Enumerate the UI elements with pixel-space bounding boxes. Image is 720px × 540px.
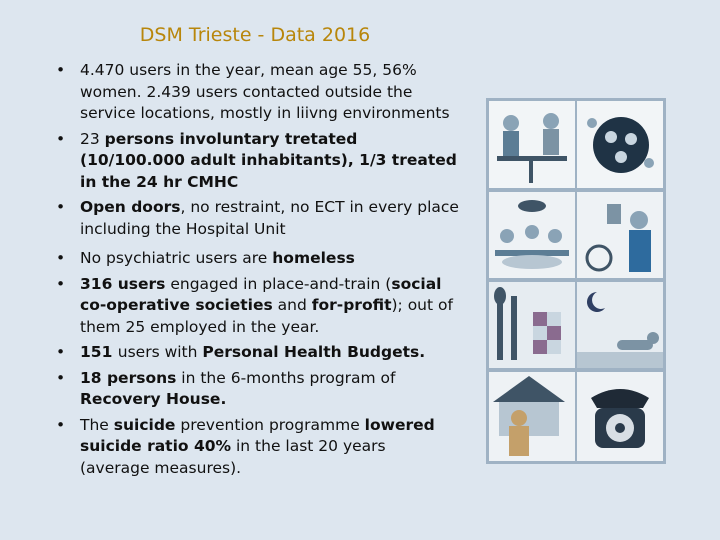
bullet-text: in the last 20 years (average measures). — [80, 437, 386, 477]
bullet-text: homeless — [272, 249, 355, 267]
illustration-collage — [486, 98, 666, 464]
family-dinner-panel — [489, 192, 575, 278]
bullet-text: Recovery House. — [80, 390, 227, 408]
bullet-text: engaged in place-and-train ( — [165, 274, 392, 293]
bullet-text: users with — [117, 343, 203, 361]
bullet-list: 4.470 users in the year, mean age 55, 56… — [50, 60, 460, 479]
bullet-text: for-profit — [311, 296, 392, 314]
cutlery-and-quilt-panel — [489, 282, 575, 368]
moon-and-dog-panel — [577, 282, 663, 368]
man-by-house-panel — [489, 372, 575, 461]
bullet-text: 23 — [80, 129, 105, 148]
bullet-item: 4.470 users in the year, mean age 55, 56… — [50, 60, 460, 125]
bullet-text: prevention programme — [175, 415, 365, 434]
bullet-text: , no restraint, no ECT in every place in… — [80, 198, 459, 238]
bullet-text: ); out of them 25 employed in the year. — [80, 296, 453, 336]
bullet-text: The — [80, 415, 114, 434]
man-with-bicycle-panel — [577, 192, 663, 278]
bullet-text: lowered suicide ratio 40% — [80, 415, 435, 456]
bullet-item: 316 users engaged in place-and-train (so… — [50, 274, 460, 339]
bullet-item: 18 persons in the 6-months program of Re… — [50, 368, 460, 411]
bullet-item: The suicide prevention programme lowered… — [50, 415, 460, 480]
bullet-text: and — [272, 296, 312, 314]
bullet-text: 18 persons — [80, 368, 177, 387]
bullet-text: 4.470 users in the year, mean age 55, 56… — [80, 61, 450, 122]
bullet-text: 151 — [80, 343, 118, 361]
bullet-text: social co-operative societies — [80, 274, 442, 315]
bullet-item: 23 persons involuntary tretated (10/100.… — [50, 129, 460, 194]
group-in-circle-panel — [577, 101, 663, 188]
bullet-text: suicide — [113, 415, 176, 434]
bullet-text: Open doors — [80, 198, 181, 216]
bullet-text: 316 users — [80, 274, 166, 293]
bullet-text: in the 6-months program of — [176, 368, 396, 387]
telephone-panel — [577, 372, 663, 461]
bullet-text: Personal Health Budgets. — [202, 343, 426, 361]
bullet-text: No psychiatric users are — [80, 249, 273, 267]
bullet-item: No psychiatric users are homeless — [50, 248, 460, 270]
slide-title: DSM Trieste - Data 2016 — [139, 24, 371, 46]
people-at-table-panel — [489, 101, 575, 188]
bullet-item: 151 users with Personal Health Budgets. — [50, 342, 460, 364]
bullet-item: Open doors, no restraint, no ECT in ever… — [50, 197, 460, 240]
bullet-text: persons involuntary tretated (10/100.000… — [80, 129, 457, 191]
